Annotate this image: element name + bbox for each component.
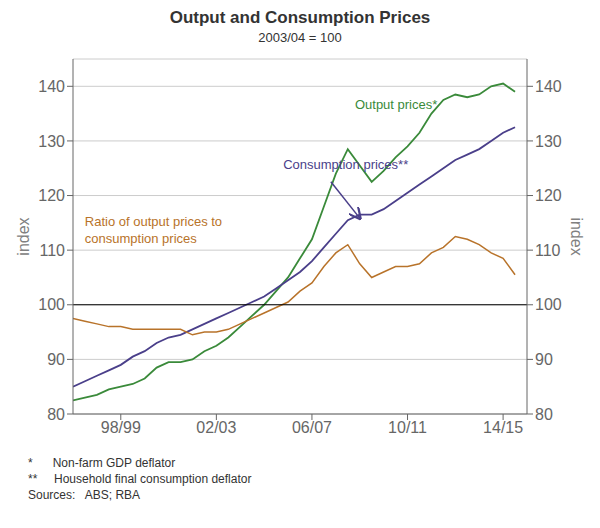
svg-text:100: 100: [535, 296, 562, 313]
svg-text:80: 80: [535, 406, 553, 423]
svg-text:140: 140: [38, 78, 65, 95]
svg-text:10/11: 10/11: [388, 419, 427, 436]
svg-text:index: index: [15, 217, 32, 255]
svg-text:06/07: 06/07: [292, 419, 332, 436]
svg-text:120: 120: [38, 187, 65, 204]
svg-text:90: 90: [47, 351, 65, 368]
svg-text:130: 130: [38, 133, 65, 150]
html-text:2003/04 = 100: 2003/04 = 100: [258, 30, 342, 45]
svg-text:80: 80: [47, 406, 65, 423]
svg-text:index: index: [568, 217, 585, 255]
svg-text:02/03: 02/03: [196, 419, 236, 436]
svg-text:Ratio of output prices toconsu: Ratio of output prices toconsumption pri…: [85, 214, 222, 246]
svg-text:130: 130: [535, 133, 562, 150]
svg-text:98/99: 98/99: [101, 419, 141, 436]
svg-text:140: 140: [535, 78, 562, 95]
html-text:* Non-farm GDP deflator: * Non-farm GDP deflator: [28, 456, 176, 470]
html-text:** Household final consumption: ** Household final consumption deflator: [28, 472, 252, 486]
svg-text:100: 100: [38, 296, 65, 313]
html-text:Sources: ABS; RBA: Sources: ABS; RBA: [28, 488, 141, 502]
svg-text:120: 120: [535, 187, 562, 204]
svg-text:Consumption prices**: Consumption prices**: [283, 157, 408, 172]
svg-text:Output prices*: Output prices*: [355, 97, 437, 112]
svg-text:14/15: 14/15: [483, 419, 523, 436]
svg-text:110: 110: [39, 242, 65, 259]
svg-text:90: 90: [535, 351, 553, 368]
html-text:Output and Consumption Prices: Output and Consumption Prices: [169, 8, 431, 27]
svg-text:110: 110: [535, 242, 561, 259]
